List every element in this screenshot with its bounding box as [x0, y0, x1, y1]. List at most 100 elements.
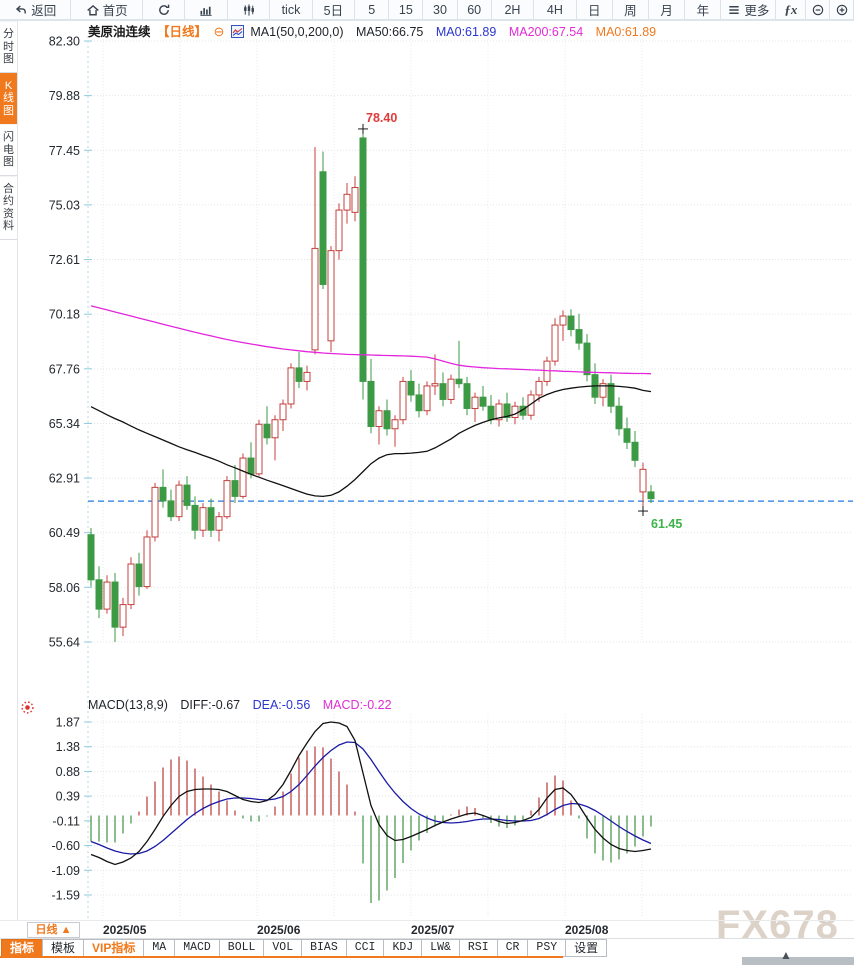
toolbar-zoom-in-icon[interactable] [830, 0, 854, 19]
toolbar-fx-icon[interactable]: ƒx [776, 0, 807, 19]
macd-legend: MACD(13,8,9) DIFF:-0.67 DEA:-0.56 MACD:-… [88, 698, 401, 712]
mini-chart-icon[interactable] [230, 25, 244, 39]
toolbar-more-button[interactable]: 更多 [721, 0, 777, 19]
top-toolbar: 返回 首页 tick 5日 5 15 30 60 2H 4H 日 周 月 年 更多 ƒx [0, 0, 854, 21]
svg-text:62.91: 62.91 [49, 472, 80, 486]
toolbar-h2-button[interactable]: 2H [492, 0, 535, 19]
watermark: FX678 [716, 903, 839, 947]
svg-text:60.49: 60.49 [49, 526, 80, 540]
sidebar-item-tab[interactable]: 合约资料 [0, 175, 17, 240]
menu-icon [727, 3, 741, 17]
svg-text:1.38: 1.38 [56, 740, 80, 754]
tab-BIAS[interactable]: BIAS [301, 939, 347, 957]
toolbar-home-button[interactable]: 首页 [71, 0, 143, 19]
ma-settings: MA1(50,0,200,0) [250, 25, 344, 39]
toolbar-label: 日 [587, 4, 601, 18]
toolbar-label: 年 [696, 4, 710, 18]
tab-指标[interactable]: 指标 [1, 939, 44, 957]
bar-chart-icon [199, 3, 213, 17]
toolbar-label: 周 [624, 4, 637, 18]
svg-text:79.88: 79.88 [49, 89, 80, 103]
refresh-icon [157, 3, 171, 17]
toolbar-m30-button[interactable]: 30 [423, 0, 458, 19]
toolbar-tick-button[interactable]: tick [270, 0, 313, 19]
toolbar-label: 15 [398, 2, 413, 17]
toolbar-label: tick [281, 2, 301, 17]
toolbar-m60-button[interactable]: 60 [458, 0, 492, 19]
zoom-in-icon [835, 3, 849, 17]
tab-RSI[interactable]: RSI [458, 939, 498, 957]
svg-text:75.03: 75.03 [49, 198, 80, 212]
toolbar-week-button[interactable]: 周 [613, 0, 650, 19]
toolbar-5d-button[interactable]: 5日 [313, 0, 356, 19]
tab-LW&[interactable]: LW& [421, 939, 460, 957]
back-arrow-icon [14, 3, 28, 17]
toolbar-day-button[interactable]: 日 [577, 0, 613, 19]
toolbar-label: 5日 [323, 4, 344, 18]
tab-CR[interactable]: CR [496, 939, 529, 957]
tab-模板[interactable]: 模板 [42, 939, 85, 957]
x-axis-month-label: 2025/05 [103, 923, 147, 937]
tab-设置[interactable]: 设置 [565, 939, 608, 957]
tab-MACD[interactable]: MACD [174, 939, 220, 957]
svg-text:70.18: 70.18 [49, 308, 80, 322]
horizontal-scrollbar[interactable] [742, 957, 854, 965]
toolbar-label: 4H [546, 2, 563, 17]
tab-VIP指标[interactable]: VIP指标 [83, 939, 145, 957]
svg-text:78.40: 78.40 [366, 111, 397, 125]
macd-params: MACD(13,8,9) [88, 698, 168, 712]
panel-divider [0, 920, 854, 921]
toolbar-refresh-icon[interactable] [143, 0, 186, 19]
sidebar-item-active[interactable]: K线图 [0, 72, 17, 124]
toolbar-m5-button[interactable]: 5 [355, 0, 390, 19]
ma200-value: MA200:67.54 [508, 25, 584, 39]
toolbar-year-button[interactable]: 年 [685, 0, 722, 19]
toolbar-label: 更多 [744, 4, 770, 18]
tab-VOL[interactable]: VOL [263, 939, 303, 957]
indicator-settings-sun-icon[interactable] [20, 700, 35, 715]
toolbar-label: 返回 [31, 4, 57, 18]
symbol-title: 美原油连续 [88, 25, 151, 39]
x-axis-month-label: 2025/06 [257, 923, 301, 937]
sidebar-item-tab[interactable]: 闪电图 [0, 124, 17, 176]
tab-CCI[interactable]: CCI [345, 939, 385, 957]
toolbar-month-button[interactable]: 月 [649, 0, 686, 19]
svg-text:0.39: 0.39 [56, 790, 80, 804]
axis-row-divider [0, 938, 854, 939]
svg-text:77.45: 77.45 [49, 144, 80, 158]
tab-BOLL[interactable]: BOLL [218, 939, 265, 957]
toolbar-kline-icon[interactable] [228, 0, 271, 19]
home-icon [86, 3, 100, 17]
toolbar-bar-chart-icon[interactable] [185, 0, 228, 19]
toolbar-label: 月 [660, 4, 673, 18]
toolbar-label: 60 [467, 2, 482, 17]
tabs-underline [0, 956, 563, 958]
svg-text:1.87: 1.87 [56, 716, 80, 730]
x-axis-month-label: 2025/08 [565, 923, 609, 937]
ma0-value-blue: MA0:61.89 [435, 25, 497, 39]
collapse-icon[interactable]: ⊖ [213, 24, 225, 39]
svg-text:-0.60: -0.60 [52, 839, 81, 853]
x-axis-month-label: 2025/07 [411, 923, 455, 937]
svg-text:82.30: 82.30 [49, 35, 80, 49]
tab-KDJ[interactable]: KDJ [383, 939, 423, 957]
toolbar-zoom-out-icon[interactable] [806, 0, 831, 19]
svg-text:72.61: 72.61 [49, 253, 80, 267]
svg-text:0.88: 0.88 [56, 765, 80, 779]
toolbar-label: 2H [504, 2, 521, 17]
toolbar-label: 30 [433, 2, 447, 17]
tab-PSY[interactable]: PSY [527, 939, 567, 957]
toolbar-m15-button[interactable]: 15 [389, 0, 424, 19]
toolbar-h4-button[interactable]: 4H [534, 0, 577, 19]
period-selector[interactable]: 日线 ▲ [27, 922, 80, 938]
tab-MA[interactable]: MA [143, 939, 176, 957]
sidebar-item-tab[interactable]: 分时图 [0, 21, 17, 73]
macd-diff-value: DIFF:-0.67 [180, 698, 241, 712]
chart-type-sidebar: 分时图 K线图 闪电图 合约资料 [0, 21, 18, 920]
toolbar-back-button[interactable]: 返回 [0, 0, 72, 19]
toolbar-label: 首页 [102, 4, 128, 18]
zoom-out-icon [811, 3, 825, 17]
scroll-up-icon[interactable]: ▲ [780, 948, 792, 962]
